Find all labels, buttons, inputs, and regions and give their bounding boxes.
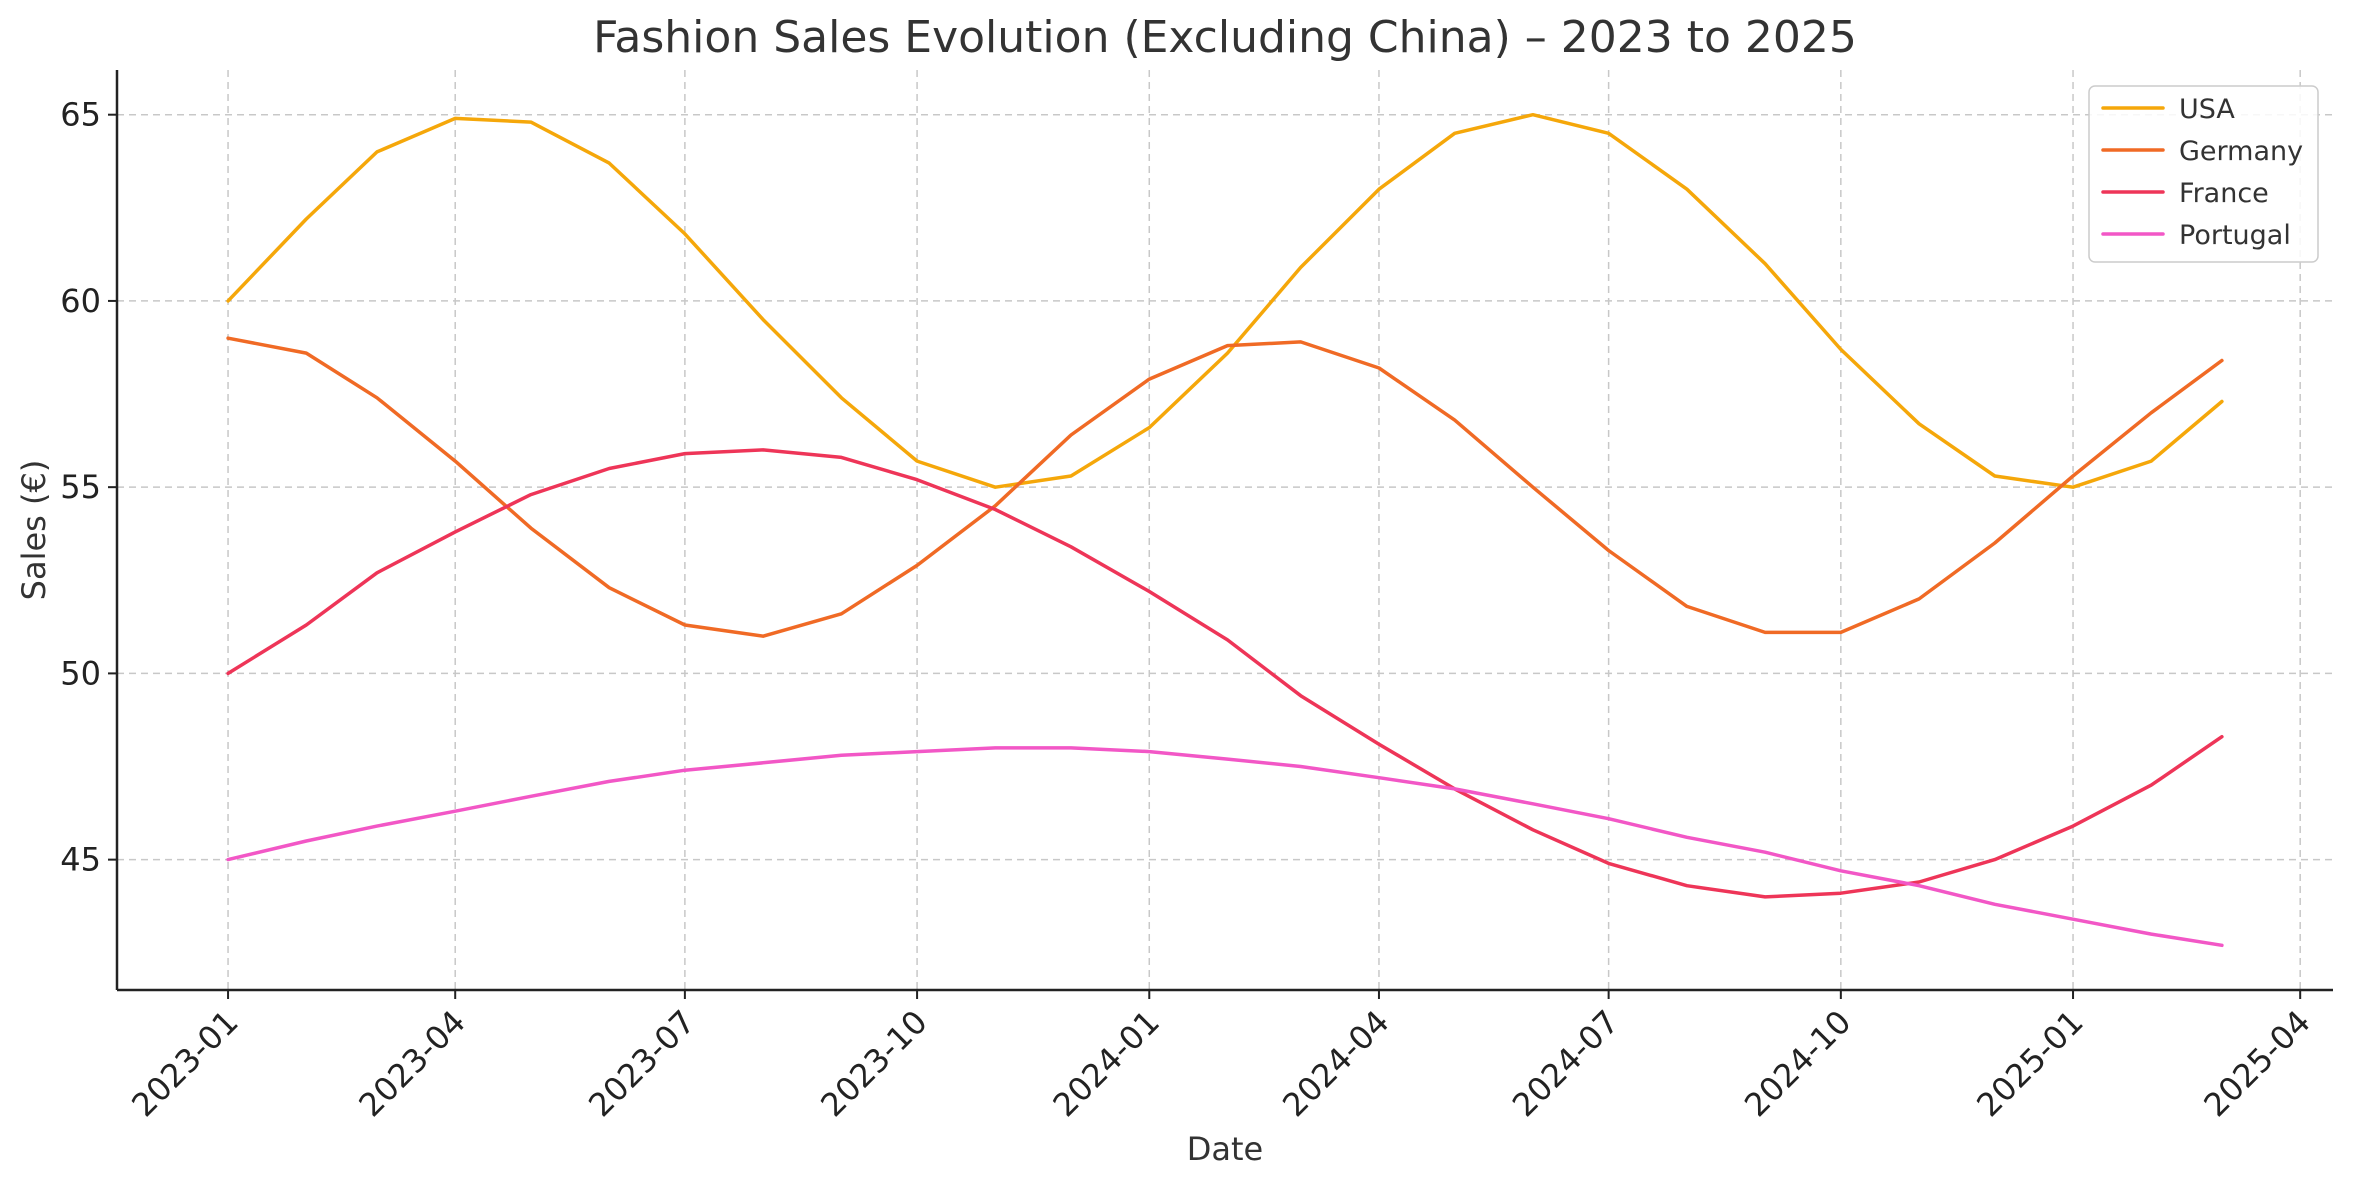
y-tick-label: 50 [60,654,101,692]
series-line-portugal [226,746,2224,948]
legend: USA Germany France Portugal [2088,85,2319,263]
x-tick-label: 2023-10 [813,1003,934,1124]
x-tick-label: 2023-07 [581,1003,702,1124]
y-tick-label: 45 [60,841,101,879]
y-axis-label: Sales (€) [15,460,53,601]
x-tick-label: 2023-04 [351,1003,472,1124]
y-tick-label: 65 [60,96,101,134]
series-line-france [226,448,2224,899]
legend-label-portugal: Portugal [2179,220,2291,251]
x-tick-label: 2023-01 [124,1003,245,1124]
x-axis-label: Date [1187,1130,1263,1168]
series-line-usa [226,112,2224,489]
legend-label-usa: USA [2179,94,2235,125]
series-line-germany [226,336,2224,638]
legend-box [2088,85,2319,263]
x-tick-label: 2024-07 [1505,1003,1626,1124]
x-tick-label: 2025-01 [1969,1003,2090,1124]
legend-label-france: France [2179,178,2269,209]
legend-label-germany: Germany [2179,136,2303,167]
x-tick-label: 2024-10 [1737,1003,1858,1124]
y-tick-label: 60 [60,282,101,320]
chart-title: Fashion Sales Evolution (Excluding China… [593,12,1857,63]
axes-layer [115,70,2333,992]
x-tick-label: 2024-01 [1046,1003,1167,1124]
tick-layer: 45 50 55 60 65 2023-01 2023-04 2023-07 2023-10 20… [60,96,2318,1125]
x-tick-label: 2025-04 [2196,1003,2317,1124]
x-tick-label: 2024-04 [1275,1003,1396,1124]
grid-layer [117,70,2333,990]
y-tick-label: 55 [60,468,101,506]
series-layer [226,112,2224,948]
